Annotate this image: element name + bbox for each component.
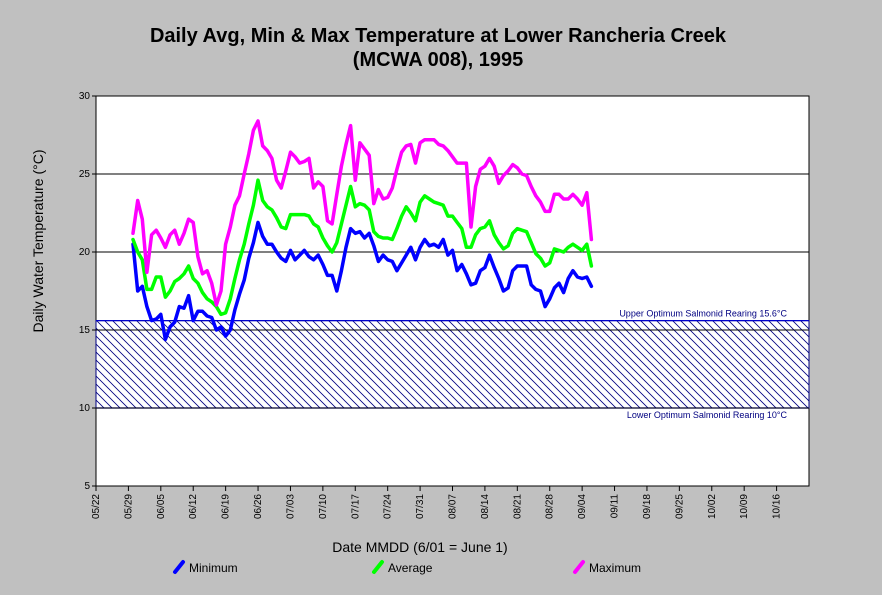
x-tick-label: 09/11 — [610, 494, 621, 519]
y-axis: 5 10 15 20 25 30 — [79, 91, 96, 492]
series-line-maximum — [131, 119, 594, 307]
y-tick-label: 10 — [79, 403, 91, 414]
x-tick-label: 08/07 — [448, 494, 459, 519]
y-tick-label: 20 — [79, 247, 91, 258]
plot-area: Upper Optimum Salmonid Rearing 15.6°C Low… — [79, 91, 810, 519]
chart-subtitle: (MCWA 008), 1995 — [353, 49, 523, 71]
x-tick-label: 06/26 — [253, 494, 264, 519]
series-group — [131, 119, 594, 342]
legend-label-maximum: Maximum — [589, 561, 641, 575]
y-tick-label: 30 — [79, 91, 91, 102]
x-tick-label: 10/09 — [739, 494, 750, 519]
x-tick-label: 09/18 — [642, 494, 653, 519]
band-label-0: Upper Optimum Salmonid Rearing 15.6°C — [619, 309, 787, 319]
series-line-minimum — [131, 220, 594, 342]
legend-label-minimum: Minimum — [189, 561, 238, 575]
legend: Minimum Average Maximum — [173, 560, 641, 575]
x-tick-label: 06/12 — [188, 494, 199, 519]
y-axis-title: Daily Water Temperature (°C) — [30, 150, 46, 333]
x-tick-label: 07/10 — [318, 494, 329, 519]
legend-swatch-minimum — [173, 560, 185, 574]
x-tick-label: 05/22 — [91, 494, 102, 519]
x-tick-label: 07/24 — [383, 494, 394, 519]
x-tick-label: 09/04 — [577, 494, 588, 519]
x-tick-label: 08/28 — [545, 494, 556, 519]
y-tick-label: 25 — [79, 169, 91, 180]
x-tick-label: 08/21 — [512, 494, 523, 519]
x-axis-title: Date MMDD (6/01 = June 1) — [332, 539, 507, 555]
x-tick-label: 05/29 — [123, 494, 134, 519]
x-axis: 05/22 05/29 06/05 06/12 06/19 06/26 07/03 07/10… — [91, 486, 783, 519]
x-tick-label: 10/02 — [707, 494, 718, 519]
x-tick-label: 07/31 — [415, 494, 426, 519]
x-tick-label: 06/05 — [156, 494, 167, 519]
x-tick-label: 07/17 — [350, 494, 361, 519]
x-tick-label: 06/19 — [221, 494, 232, 519]
band-label-1: Lower Optimum Salmonid Rearing 10°C — [627, 410, 788, 420]
x-tick-label: 10/16 — [772, 494, 783, 519]
chart-title: Daily Avg, Min & Max Temperature at Lowe… — [150, 25, 727, 47]
x-tick-label: 07/03 — [285, 494, 296, 519]
legend-swatch-average — [372, 560, 384, 574]
x-tick-label: 09/25 — [674, 494, 685, 519]
series-line-average — [131, 178, 594, 317]
y-tick-label: 15 — [79, 325, 91, 336]
optimum-rearing-band — [95, 320, 810, 409]
legend-label-average: Average — [388, 561, 433, 575]
y-tick-label: 5 — [84, 481, 90, 492]
x-tick-label: 08/14 — [480, 494, 491, 519]
legend-swatch-maximum — [573, 560, 585, 574]
optimum-band-group: Upper Optimum Salmonid Rearing 15.6°C Low… — [95, 309, 810, 420]
